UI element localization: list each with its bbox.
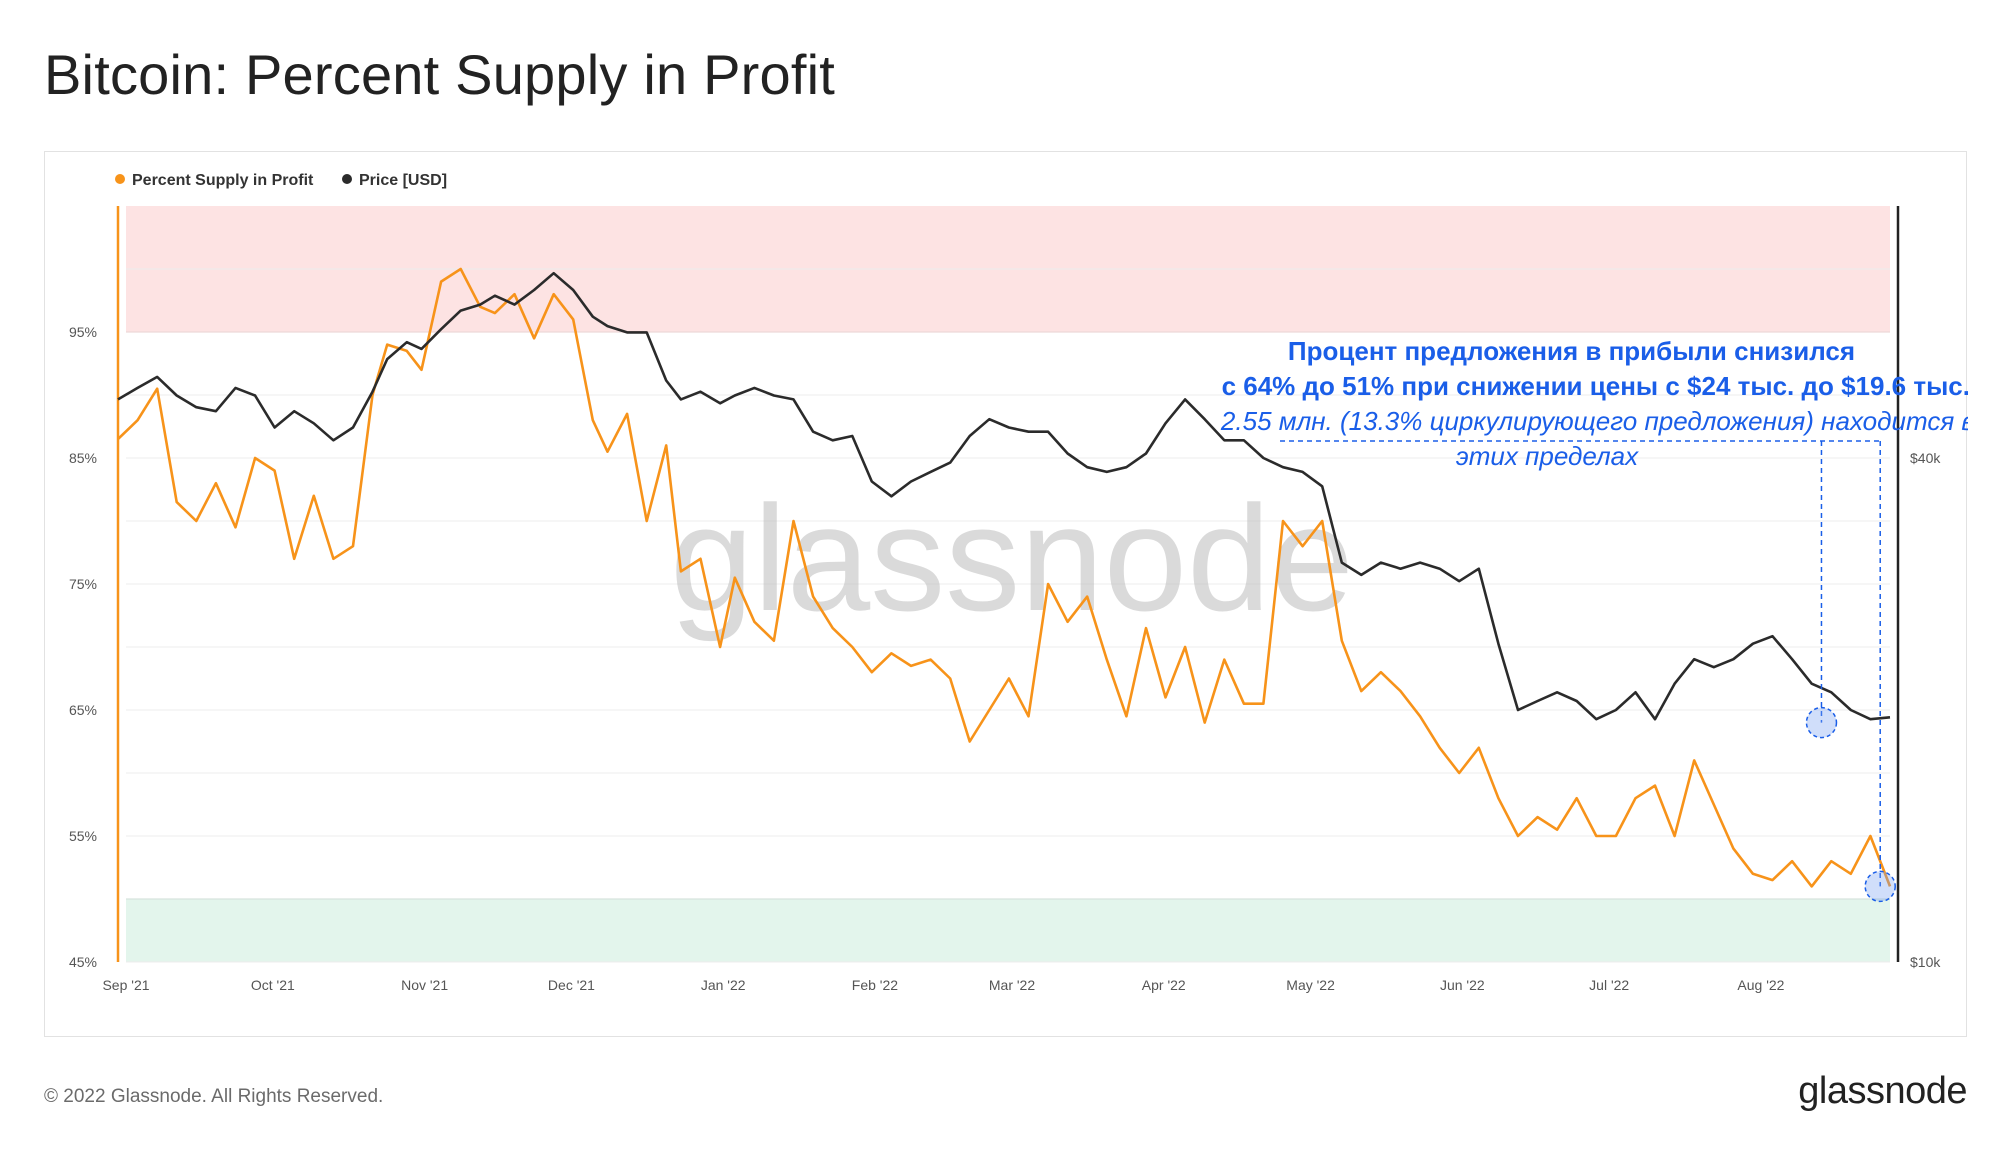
x-axis: Sep '21 Oct '21 Nov '21 Dec '21 Jan '22 Feb '… [102, 977, 1784, 993]
legend-dot[interactable] [342, 174, 352, 184]
y-right-tick-label: $40k [1910, 450, 1941, 466]
x-tick-label: Aug '22 [1737, 977, 1784, 993]
y-tick-label: 95% [69, 324, 97, 340]
x-tick-label: May '22 [1286, 977, 1335, 993]
x-tick-label: Dec '21 [548, 977, 595, 993]
y-tick-label: 75% [69, 576, 97, 592]
y-tick-label: 85% [69, 450, 97, 466]
x-tick-label: Jul '22 [1589, 977, 1629, 993]
x-tick-label: Apr '22 [1142, 977, 1186, 993]
y-axis-left: 95% 85% 75% 65% 55% 45% [69, 324, 97, 970]
y-axis-right: $40k $10k [1910, 450, 1941, 970]
legend-item-label[interactable]: Price [USD] [359, 172, 447, 189]
x-tick-label: Jan '22 [701, 977, 746, 993]
series-lines [117, 267, 1892, 888]
copyright-text: © 2022 Glassnode. All Rights Reserved. [44, 1086, 384, 1107]
y-right-tick-label: $10k [1910, 954, 1941, 970]
y-tick-label: 55% [69, 828, 97, 844]
price-line [117, 271, 1891, 721]
supply-in-profit-line [117, 267, 1892, 888]
x-tick-label: Oct '21 [251, 977, 295, 993]
legend-dot[interactable] [115, 174, 125, 184]
annotation-marker [1864, 870, 1896, 903]
x-tick-label: Feb '22 [852, 977, 898, 993]
chart-svg: glassnode 95% 85% 75% 65% 55% 45% $40k $10k Se… [69, 172, 1968, 993]
legend[interactable]: Percent Supply in Profit Price [USD] [115, 172, 447, 189]
y-tick-label: 65% [69, 702, 97, 718]
annotation-line-1: Процент предложения в прибыли снизился [1288, 336, 1855, 366]
glassnode-logo: glassnode [1798, 1070, 1967, 1112]
grid-lines [116, 206, 1900, 963]
legend-item-label[interactable]: Percent Supply in Profit [132, 172, 314, 189]
watermark: glassnode [670, 474, 1354, 642]
annotation: Процент предложения в прибыли снизился с … [1220, 336, 1968, 903]
x-tick-label: Sep '21 [102, 977, 149, 993]
y-tick-label: 45% [69, 954, 97, 970]
oversold-band [126, 899, 1890, 962]
chart-frame: glassnode 95% 85% 75% 65% 55% 45% $40k $10k Se… [44, 151, 1968, 1037]
annotation-marker [1805, 706, 1838, 739]
page-title: Bitcoin: Percent Supply in Profit [44, 43, 835, 106]
x-tick-label: Nov '21 [401, 977, 448, 993]
annotation-line-2: с 64% до 51% при снижении цены с $24 тыс… [1222, 371, 1968, 401]
annotation-line-3: 2.55 млн. (13.3% циркулирующего предложе… [1220, 406, 1968, 436]
annotation-line-4: этих пределах [1456, 441, 1639, 471]
x-tick-label: Mar '22 [989, 977, 1035, 993]
x-tick-label: Jun '22 [1440, 977, 1485, 993]
